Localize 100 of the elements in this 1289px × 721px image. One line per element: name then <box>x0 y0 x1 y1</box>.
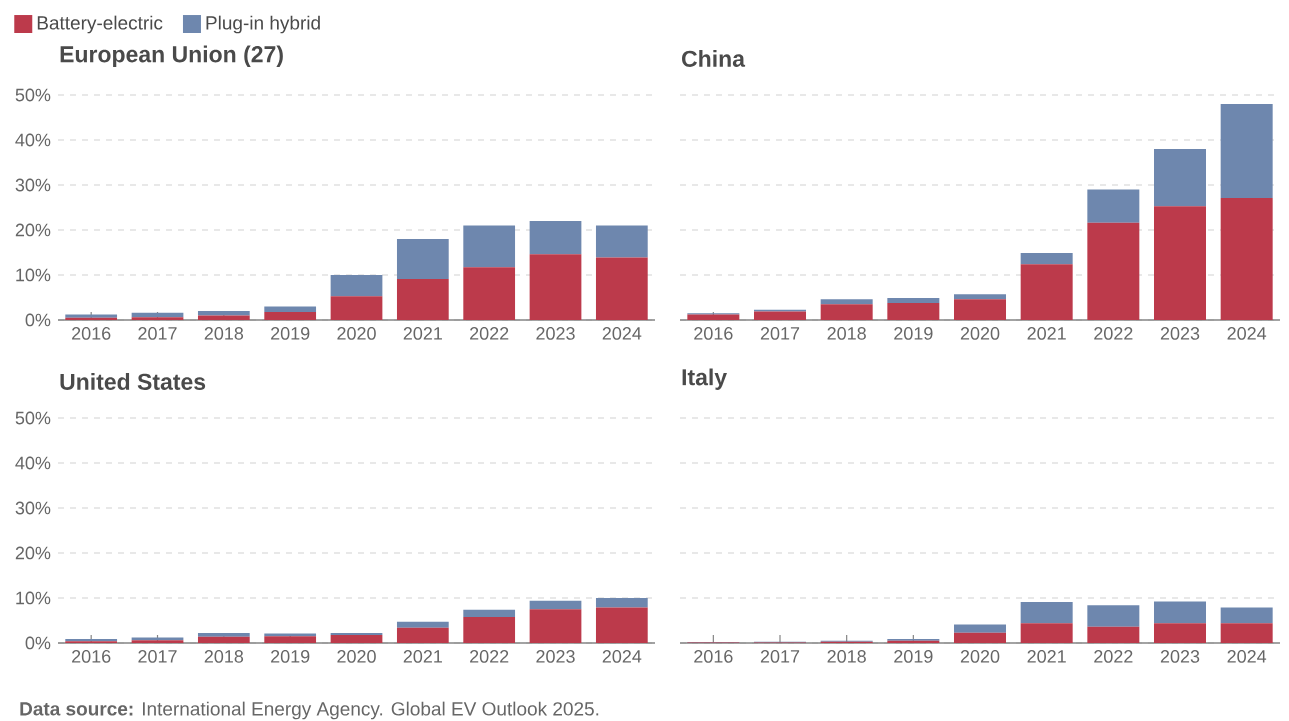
bar <box>595 225 648 258</box>
x-tick-label: 2021 <box>1027 650 1066 663</box>
x-tick-label: 2019 <box>271 327 310 340</box>
x-tick-label: 2016 <box>72 327 111 340</box>
text: Data source: International Energy Agency. Global EV Outlook 2025. <box>20 701 599 720</box>
y-tick-label: 40% <box>15 456 51 470</box>
x-tick-label: 2018 <box>827 650 866 663</box>
bar <box>396 279 449 320</box>
x-tick-label: 2018 <box>204 327 244 340</box>
y-tick-label: 10% <box>16 591 51 605</box>
bar <box>1020 623 1073 643</box>
y-tick-label: 50% <box>15 411 51 425</box>
bar <box>595 257 648 320</box>
x-tick-label: 2017 <box>138 650 177 663</box>
x-tick-label: 2020 <box>960 327 1000 340</box>
x-tick-label: 2017 <box>760 650 800 663</box>
bar <box>463 616 516 643</box>
x-tick-label: 2022 <box>1094 327 1133 340</box>
y-tick-label: 20% <box>15 223 51 237</box>
x-tick-label: 2020 <box>337 327 376 340</box>
bar <box>595 607 648 643</box>
bar <box>687 314 740 320</box>
y-tick-label: 0% <box>25 636 51 650</box>
bar <box>595 597 648 608</box>
bar <box>396 621 449 628</box>
bar <box>887 302 940 320</box>
x-tick-label: 2019 <box>271 650 310 663</box>
bar <box>197 315 250 320</box>
x-tick-label: 2021 <box>403 650 442 663</box>
bar <box>197 633 250 637</box>
x-tick-label: 2024 <box>602 327 642 340</box>
bar <box>1154 206 1206 320</box>
x-tick-label: 2023 <box>1160 650 1200 663</box>
bar <box>463 609 516 617</box>
x-tick-label: 2022 <box>470 650 509 663</box>
x-tick-label: 2023 <box>536 327 575 340</box>
y-tick-label: 20% <box>15 546 51 560</box>
bar <box>820 299 873 305</box>
bar <box>463 267 516 320</box>
bar <box>131 317 184 320</box>
x-tick-label: 2021 <box>403 327 442 340</box>
chart-title: China <box>682 50 746 67</box>
chart-title: European Union (27) <box>60 45 283 67</box>
x-tick-label: 2016 <box>694 327 733 340</box>
bar <box>463 225 516 268</box>
bar <box>887 297 940 303</box>
bar <box>954 299 1007 320</box>
bar <box>330 634 383 643</box>
bar <box>1220 607 1273 624</box>
x-tick-label: 2018 <box>204 650 244 663</box>
bar <box>264 311 317 320</box>
x-tick-label: 2019 <box>894 327 933 340</box>
y-tick-label: 0% <box>25 313 51 327</box>
bar <box>529 254 582 320</box>
bar <box>529 609 582 643</box>
x-tick-label: 2021 <box>1027 327 1066 340</box>
bar <box>954 294 1007 300</box>
bar <box>1154 148 1206 207</box>
x-tick-label: 2018 <box>827 327 866 340</box>
x-tick-label: 2016 <box>694 650 733 663</box>
bar <box>529 220 582 255</box>
chart-title: Italy <box>682 368 727 390</box>
bar <box>1020 264 1073 320</box>
x-tick-label: 2017 <box>138 327 177 340</box>
bar <box>954 624 1007 633</box>
x-tick-label: 2023 <box>536 650 575 663</box>
bar <box>396 238 449 280</box>
x-tick-label: 2020 <box>960 650 1000 663</box>
y-tick-label: 30% <box>15 178 51 192</box>
bar <box>1087 189 1140 223</box>
bar <box>330 274 383 297</box>
x-tick-label: 2019 <box>894 650 933 663</box>
y-tick-label: 40% <box>15 133 51 147</box>
bar <box>1220 623 1273 643</box>
bar <box>1087 626 1140 643</box>
bar <box>264 306 317 312</box>
bar <box>1220 198 1273 320</box>
bar <box>754 311 807 320</box>
bar <box>1154 601 1206 624</box>
y-tick-label: 10% <box>16 268 51 282</box>
bar <box>1087 222 1140 320</box>
bar <box>1087 605 1140 627</box>
bar <box>197 636 250 643</box>
bar <box>820 304 873 320</box>
x-tick-label: 2024 <box>1227 327 1267 340</box>
chart-title: United States <box>60 373 206 390</box>
bar <box>529 600 582 610</box>
bar <box>330 296 383 320</box>
x-tick-label: 2022 <box>470 327 509 340</box>
y-tick-label: 30% <box>15 501 51 515</box>
x-tick-label: 2024 <box>1227 650 1267 663</box>
bar <box>1020 602 1073 624</box>
legend-label: Plug-in hybrid <box>206 15 320 34</box>
bar <box>1020 252 1073 265</box>
bar <box>1154 623 1206 643</box>
y-tick-label: 50% <box>15 88 51 102</box>
x-tick-label: 2020 <box>337 650 376 663</box>
bar <box>396 627 449 643</box>
x-tick-label: 2017 <box>760 327 800 340</box>
legend-label: Battery-electric <box>37 15 163 34</box>
